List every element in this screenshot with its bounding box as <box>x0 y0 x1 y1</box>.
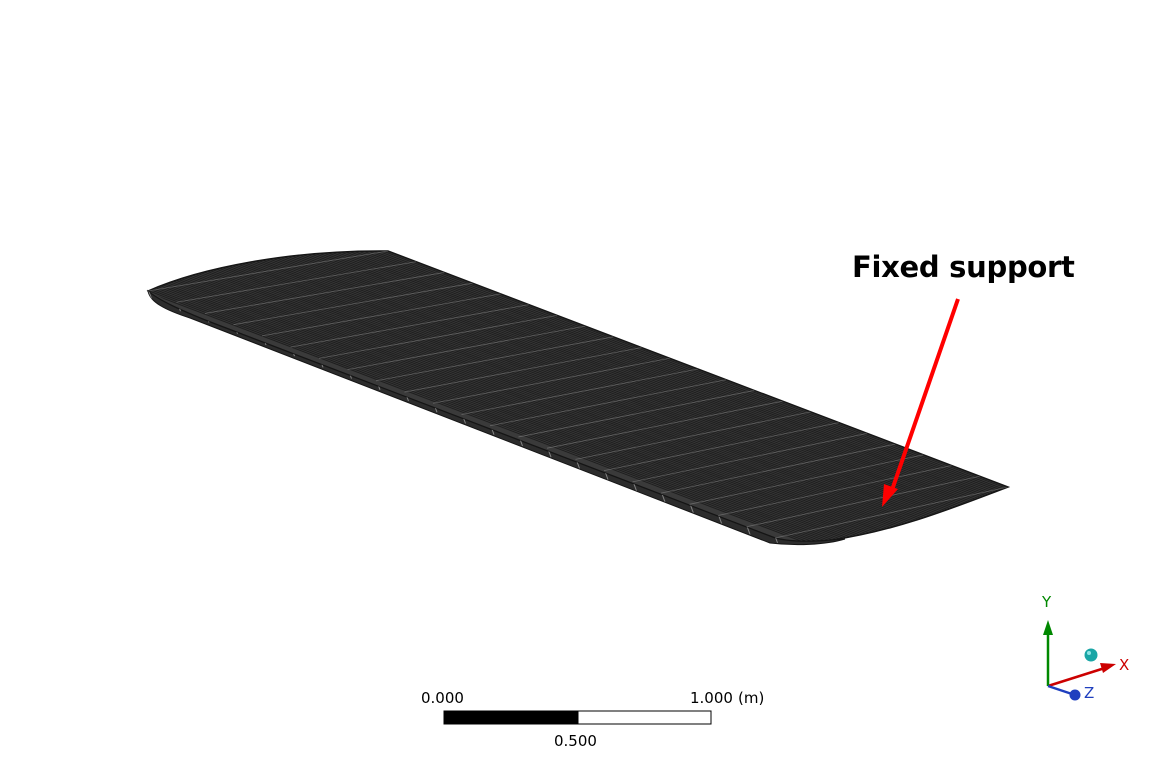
scale-bar-white-segment <box>577 710 712 725</box>
z-axis-endpoint <box>1069 689 1081 701</box>
y-axis-label: Y <box>1042 593 1052 611</box>
scale-bar-left-label: 0.000 <box>421 689 464 707</box>
wing-leading-edge <box>147 289 846 546</box>
z-axis-arrow <box>1047 684 1073 696</box>
fixed-support-arrow <box>882 298 960 507</box>
scale-bar-mid-label: 0.500 <box>554 732 597 750</box>
scale-bar-unit: (m) <box>738 689 765 707</box>
isometric-view-ball[interactable] <box>1084 648 1098 662</box>
fixed-support-label: Fixed support <box>852 250 1075 284</box>
x-axis-arrow <box>1047 665 1109 688</box>
scale-bar-black-segment <box>444 711 578 724</box>
z-axis-label: Z <box>1084 684 1095 702</box>
axis-triad[interactable] <box>1043 620 1116 701</box>
x-axis-label: X <box>1119 656 1130 674</box>
scale-bar-right-label: 1.000 <box>690 689 733 707</box>
scale-bar <box>443 710 712 725</box>
wing-mesh <box>146 250 1011 546</box>
